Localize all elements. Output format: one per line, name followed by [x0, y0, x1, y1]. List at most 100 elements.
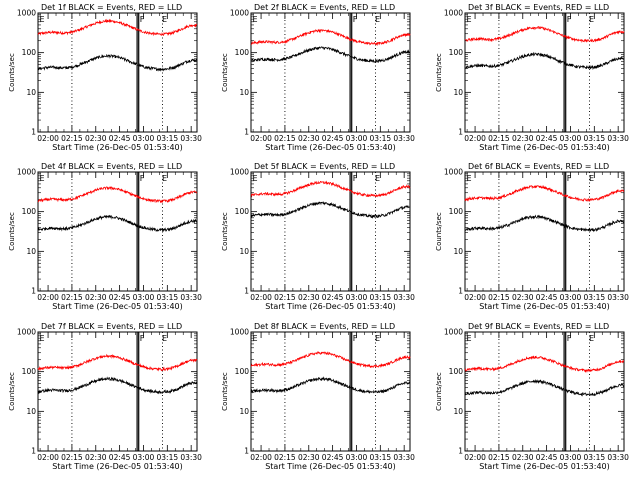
panel-1: Det 1f BLACK = Events, RED = LLD 1 10 100 10… — [8, 3, 202, 152]
x-tick-label: 02:45 — [109, 134, 131, 143]
series-events-line — [464, 378, 625, 397]
series-events-line — [37, 376, 198, 395]
plot-frame — [37, 12, 198, 133]
panel-title: Det 7f BLACK = Events, RED = LLD — [41, 322, 182, 331]
x-tick-label: 03:30 — [180, 134, 202, 143]
marker-label: E — [40, 334, 45, 343]
x-axis-label: Start Time (26-Dec-05 01:53:40) — [52, 302, 183, 311]
y-axis-label: Counts/sec — [221, 53, 229, 92]
x-tick-label: 02:30 — [298, 453, 320, 462]
x-tick-label: 02:00 — [464, 134, 486, 143]
x-axis-label: Start Time (26-Dec-05 01:53:40) — [479, 462, 610, 471]
marker-label: F — [353, 334, 358, 343]
marker-label: E — [253, 334, 258, 343]
panel-title: Det 9f BLACK = Events, RED = LLD — [468, 322, 609, 331]
x-tick-label: 03:15 — [370, 453, 392, 462]
series-events-line — [250, 376, 411, 394]
x-tick-label: 02:00 — [464, 293, 486, 302]
y-tick-label: 1000 — [444, 328, 463, 337]
x-tick-label: 02:00 — [250, 293, 272, 302]
panel-title: Det 8f BLACK = Events, RED = LLD — [254, 322, 395, 331]
y-tick-label: 100 — [235, 367, 250, 376]
marker-label: F — [567, 174, 572, 183]
panel-2: Det 2f BLACK = Events, RED = LLD 1 10 100 10… — [221, 3, 415, 152]
panel-6: Det 6f BLACK = Events, RED = LLD 1 10 100 10… — [435, 162, 629, 311]
y-tick-label: 100 — [449, 48, 464, 57]
y-tick-label: 1 — [244, 287, 249, 296]
y-tick-label: 10 — [453, 407, 463, 416]
plot-frame — [464, 331, 625, 452]
y-tick-label: 1 — [458, 128, 463, 137]
y-tick-label: 1 — [458, 287, 463, 296]
y-axis-label: Counts/sec — [435, 212, 443, 251]
panel-7: Det 7f BLACK = Events, RED = LLD 1 10 100 10… — [8, 322, 202, 471]
series-lld-line — [464, 355, 625, 373]
plot-frame — [37, 171, 198, 292]
marker-label: E — [467, 174, 472, 183]
x-tick-label: 03:00 — [133, 134, 155, 143]
x-tick-label: 03:00 — [560, 293, 582, 302]
x-tick-label: 02:45 — [322, 453, 344, 462]
x-tick-label: 02:15 — [61, 453, 83, 462]
marker-label: E — [375, 15, 380, 24]
y-axis-label: Counts/sec — [221, 212, 229, 251]
x-tick-label: 03:00 — [346, 453, 368, 462]
marker-label: E — [162, 174, 167, 183]
marker-label: F — [140, 174, 145, 183]
plot-frame — [250, 12, 411, 133]
y-tick-label: 10 — [239, 247, 249, 256]
series-lld-line — [37, 186, 198, 204]
y-tick-label: 10 — [239, 88, 249, 97]
x-tick-label: 02:30 — [85, 453, 107, 462]
series-lld-line — [250, 351, 411, 369]
y-tick-label: 1000 — [230, 9, 249, 18]
y-tick-label: 1 — [31, 128, 36, 137]
x-tick-label: 03:00 — [346, 134, 368, 143]
x-tick-label: 02:30 — [298, 293, 320, 302]
x-tick-label: 02:00 — [37, 293, 59, 302]
marker-label: F — [353, 15, 358, 24]
series-lld-line — [250, 180, 411, 198]
marker-label: E — [589, 15, 594, 24]
x-tick-label: 02:45 — [536, 453, 558, 462]
marker-label: E — [253, 15, 258, 24]
marker-label: E — [162, 15, 167, 24]
y-tick-label: 100 — [22, 207, 37, 216]
x-tick-label: 03:15 — [370, 293, 392, 302]
x-axis-label: Start Time (26-Dec-05 01:53:40) — [265, 302, 396, 311]
y-tick-label: 10 — [26, 247, 36, 256]
marker-label: E — [589, 174, 594, 183]
y-tick-label: 100 — [449, 207, 464, 216]
series-events-line — [250, 201, 411, 219]
panel-title: Det 5f BLACK = Events, RED = LLD — [254, 162, 395, 171]
marker-label: E — [589, 334, 594, 343]
x-tick-label: 02:15 — [488, 293, 510, 302]
y-tick-label: 1000 — [17, 328, 36, 337]
x-tick-label: 03:30 — [607, 134, 629, 143]
panel-title: Det 3f BLACK = Events, RED = LLD — [468, 3, 609, 12]
x-axis-label: Start Time (26-Dec-05 01:53:40) — [52, 462, 183, 471]
x-tick-label: 02:30 — [512, 134, 534, 143]
x-tick-label: 03:00 — [133, 453, 155, 462]
marker-label: E — [253, 174, 258, 183]
y-tick-label: 1000 — [230, 328, 249, 337]
y-axis-label: Counts/sec — [435, 53, 443, 92]
y-tick-label: 1000 — [17, 9, 36, 18]
y-axis-label: Counts/sec — [435, 372, 443, 411]
x-tick-label: 03:15 — [370, 134, 392, 143]
x-tick-label: 03:15 — [157, 134, 179, 143]
series-events-line — [464, 51, 625, 71]
series-lld-line — [37, 353, 198, 372]
panel-5: Det 5f BLACK = Events, RED = LLD 1 10 100 10… — [221, 162, 415, 311]
x-tick-label: 03:30 — [393, 134, 415, 143]
x-tick-label: 02:45 — [536, 134, 558, 143]
x-tick-label: 02:15 — [488, 453, 510, 462]
marker-label: E — [375, 174, 380, 183]
y-tick-label: 1 — [31, 287, 36, 296]
x-tick-label: 02:00 — [250, 134, 272, 143]
x-tick-label: 02:30 — [298, 134, 320, 143]
marker-label: F — [353, 174, 358, 183]
panel-title: Det 2f BLACK = Events, RED = LLD — [254, 3, 395, 12]
x-tick-label: 02:00 — [464, 453, 486, 462]
y-tick-label: 1000 — [230, 168, 249, 177]
